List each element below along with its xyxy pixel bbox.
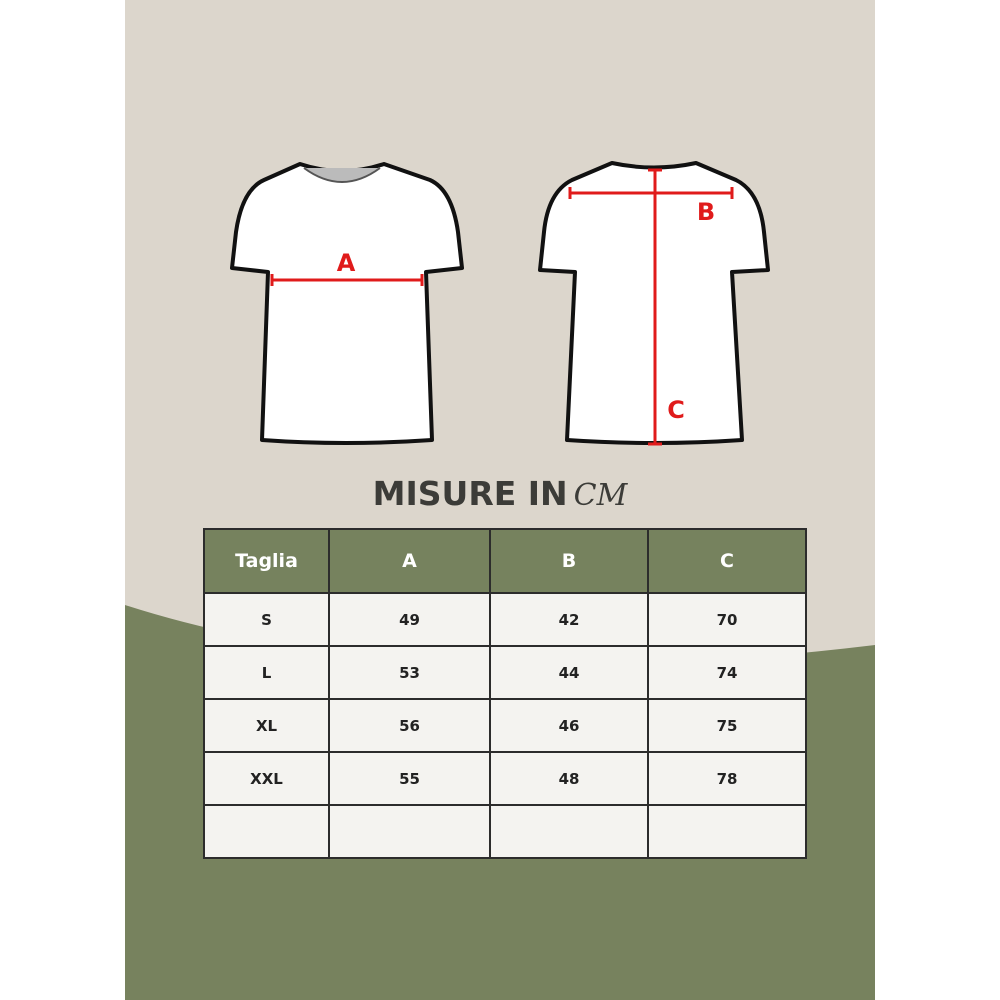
table-row: XXL 55 48 78 bbox=[203, 751, 807, 806]
table-header: Taglia A B C bbox=[203, 528, 807, 594]
cell: 42 bbox=[489, 592, 649, 647]
cell: 78 bbox=[647, 751, 807, 806]
cell: 75 bbox=[647, 698, 807, 753]
cell: 48 bbox=[489, 751, 649, 806]
title-main: MISURE IN bbox=[372, 474, 568, 513]
cell: 74 bbox=[647, 645, 807, 700]
table-row: XL 56 46 75 bbox=[203, 698, 807, 753]
cell: 53 bbox=[328, 645, 491, 700]
cell: 70 bbox=[647, 592, 807, 647]
page-title: MISURE IN CM bbox=[0, 474, 1000, 513]
back-tshirt: B C bbox=[538, 161, 770, 446]
cell: 49 bbox=[328, 592, 491, 647]
header-c: C bbox=[647, 528, 807, 594]
cell: 44 bbox=[489, 645, 649, 700]
cell bbox=[203, 804, 330, 859]
cell: S bbox=[203, 592, 330, 647]
label-b: B bbox=[697, 198, 715, 226]
table-row bbox=[203, 804, 807, 859]
table-row: S 49 42 70 bbox=[203, 592, 807, 647]
label-c: C bbox=[667, 396, 685, 424]
cell bbox=[489, 804, 649, 859]
front-tshirt: A bbox=[230, 162, 464, 445]
cell bbox=[647, 804, 807, 859]
header-size: Taglia bbox=[203, 528, 330, 594]
label-a: A bbox=[337, 249, 356, 277]
header-a: A bbox=[328, 528, 491, 594]
cell: 46 bbox=[489, 698, 649, 753]
size-table: Taglia A B C S 49 42 70 L 53 44 74 XL 56 46 75 XX… bbox=[203, 528, 807, 859]
title-unit: CM bbox=[573, 478, 628, 513]
cell: XL bbox=[203, 698, 330, 753]
cell: L bbox=[203, 645, 330, 700]
cell: 55 bbox=[328, 751, 491, 806]
table-row: L 53 44 74 bbox=[203, 645, 807, 700]
cell: 56 bbox=[328, 698, 491, 753]
header-b: B bbox=[489, 528, 649, 594]
cell: XXL bbox=[203, 751, 330, 806]
cell bbox=[328, 804, 491, 859]
